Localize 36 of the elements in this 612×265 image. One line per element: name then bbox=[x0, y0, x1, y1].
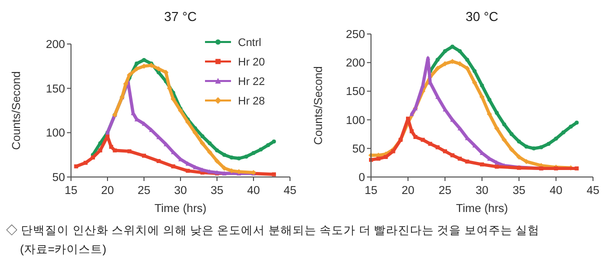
y-tick-label: 0 bbox=[358, 172, 365, 184]
legend-label: Cntrl bbox=[238, 37, 262, 49]
x-tick-label: 45 bbox=[586, 185, 600, 197]
x-tick-label: 25 bbox=[438, 185, 452, 197]
y-tick-label: 150 bbox=[346, 86, 365, 98]
y-tick-label: 150 bbox=[46, 83, 65, 96]
text: (자료=카이스트) bbox=[20, 244, 107, 256]
y-tick-label: 250 bbox=[346, 29, 365, 41]
y-tick-label: 50 bbox=[52, 172, 65, 184]
y-axis-title: Counts/Second bbox=[313, 66, 325, 145]
text: ◇ 단백질이 인산화 스위치에 의해 낮은 온도에서 분해되는 속도가 더 빨라진다는 것을 보여주는 실험 bbox=[6, 224, 540, 237]
x-tick-label: 30 bbox=[174, 185, 187, 197]
y-tick-label: 50 bbox=[352, 143, 365, 156]
y-tick-label: 200 bbox=[346, 58, 365, 70]
x-tick-label: 20 bbox=[101, 185, 114, 197]
x-tick-label: 35 bbox=[512, 185, 526, 197]
x-tick-label: 40 bbox=[550, 185, 562, 197]
x-tick-label: 15 bbox=[64, 185, 78, 197]
x-tick-label: 30 bbox=[476, 185, 488, 197]
y-tick-label: 100 bbox=[46, 128, 65, 140]
x-tick-label: 45 bbox=[284, 185, 296, 197]
x-tick-label: 15 bbox=[364, 185, 378, 197]
legend-label: Hr 28 bbox=[238, 96, 265, 108]
x-tick-label: 35 bbox=[210, 185, 224, 197]
x-tick-label: 25 bbox=[138, 185, 150, 197]
x-axis-title: Time (hrs) bbox=[154, 203, 207, 215]
y-axis-title: Counts/Second bbox=[11, 71, 23, 150]
legend-label: Hr 22 bbox=[238, 76, 265, 88]
x-tick-label: 40 bbox=[247, 185, 260, 197]
y-tick-label: 200 bbox=[46, 39, 65, 51]
legend-label: Hr 20 bbox=[238, 56, 265, 68]
x-axis-title: Time (hrs) bbox=[456, 203, 508, 215]
x-tick-label: 20 bbox=[402, 185, 414, 197]
chart-title: 37 °C bbox=[164, 9, 197, 24]
chart-title: 30 °C bbox=[466, 9, 498, 24]
y-tick-label: 100 bbox=[346, 114, 365, 127]
